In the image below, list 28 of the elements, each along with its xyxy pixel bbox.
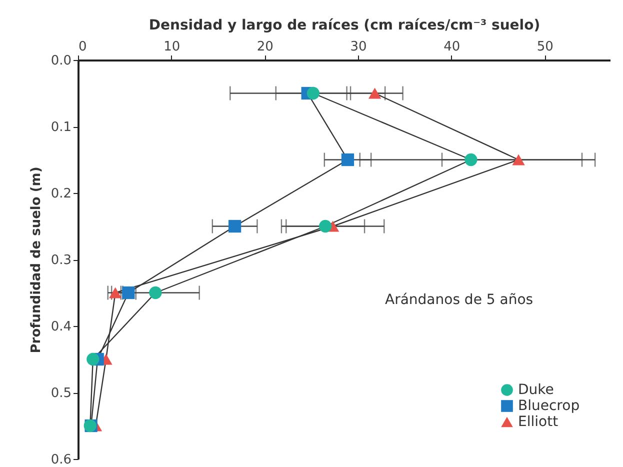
y-tick-label: 0.4	[50, 320, 72, 334]
y-tick-label: 0.2	[50, 186, 72, 202]
point	[512, 154, 525, 166]
x-tick-label: 30	[350, 40, 367, 54]
x-tick-label: 20	[256, 40, 274, 54]
y-axis-title: Profundidad de suelo (m)	[28, 166, 44, 354]
point	[341, 153, 354, 166]
point	[86, 352, 100, 366]
x-tick-label: 50	[536, 40, 554, 54]
point	[319, 220, 332, 233]
y-tick-label: 0.0	[50, 54, 72, 68]
point	[228, 220, 242, 233]
y-tick-label: 0.5	[50, 386, 72, 401]
point	[368, 88, 382, 99]
legend-label: Elliott	[518, 414, 559, 430]
x-tick-label: 0	[78, 40, 87, 54]
legend-label: Duke	[518, 382, 554, 398]
x-tick-label: 40	[444, 40, 460, 54]
point	[306, 86, 320, 100]
x-tick-label: 10	[164, 40, 180, 54]
y-tick-label: 0.3	[50, 253, 72, 268]
annotation: Arándanos de 5 años	[385, 292, 534, 308]
point	[464, 153, 478, 166]
point	[149, 286, 162, 300]
x-axis-title: Densidad y largo de raíces (cm raíces/cm⁻³ suelo)	[148, 18, 540, 34]
legend-label: Bluecrop	[518, 398, 580, 414]
y-tick-label: 0.6	[50, 452, 72, 467]
y-tick-label: 0.1	[50, 120, 72, 135]
